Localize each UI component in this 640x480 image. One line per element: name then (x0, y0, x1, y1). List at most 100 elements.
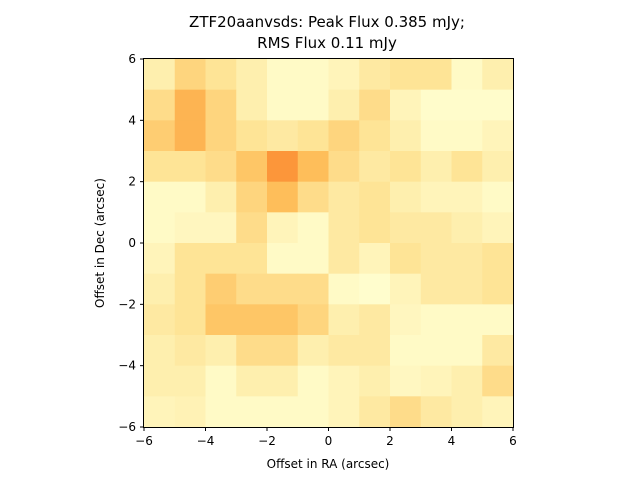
heatmap-cell (174, 59, 206, 91)
heatmap-cell (205, 181, 237, 213)
heatmap-cell (451, 212, 483, 244)
heatmap-cell (144, 243, 176, 275)
heatmap-cell (205, 151, 237, 183)
x-tick-label: −6 (135, 434, 153, 448)
heatmap-cell (297, 396, 329, 428)
heatmap-cell (144, 304, 176, 336)
heatmap-cell (205, 243, 237, 275)
heatmap-cell (174, 304, 206, 336)
y-tick-label: −6 (118, 420, 136, 434)
heatmap-cell (267, 365, 299, 397)
heatmap-cell (482, 304, 514, 336)
heatmap-cell (174, 273, 206, 305)
heatmap-cell (420, 59, 452, 91)
heatmap-cell (297, 243, 329, 275)
heatmap-cell (420, 212, 452, 244)
heatmap-cell (174, 365, 206, 397)
heatmap-cell (236, 151, 268, 183)
heatmap-cell (174, 243, 206, 275)
heatmap-cell (328, 243, 360, 275)
heatmap-cell (390, 120, 422, 152)
heatmap-cell (482, 120, 514, 152)
heatmap-cell (174, 151, 206, 183)
y-tick-label: −2 (118, 297, 136, 311)
heatmap-cell (451, 151, 483, 183)
chart-title-line1: ZTF20aanvsds: Peak Flux 0.385 mJy; (189, 13, 465, 31)
heatmap-cell (144, 273, 176, 305)
heatmap-cell (174, 396, 206, 428)
heatmap-cell (236, 89, 268, 121)
heatmap-cell (390, 335, 422, 367)
heatmap-cell (390, 365, 422, 397)
heatmap-cell (144, 335, 176, 367)
heatmap-cell (267, 120, 299, 152)
heatmap-cell (236, 273, 268, 305)
heatmap-cell (359, 89, 391, 121)
heatmap-cell (236, 365, 268, 397)
heatmap-cell (482, 212, 514, 244)
heatmap-cell (390, 212, 422, 244)
heatmap-cell (205, 89, 237, 121)
heatmap-cell (359, 243, 391, 275)
heatmap-cell (359, 151, 391, 183)
heatmap-cell (297, 335, 329, 367)
heatmap-cell (267, 304, 299, 336)
heatmap-cell (236, 120, 268, 152)
heatmap-cell (390, 273, 422, 305)
heatmap-cell (144, 59, 176, 91)
heatmap-cell (267, 335, 299, 367)
y-tick-label: 0 (128, 236, 136, 250)
x-tick-label: 2 (386, 434, 394, 448)
heatmap-cell (236, 396, 268, 428)
heatmap-cell (390, 243, 422, 275)
heatmap-cell (482, 335, 514, 367)
heatmap-cell (205, 120, 237, 152)
heatmap-cell (328, 89, 360, 121)
x-axis-ticks: −6 −4 −2 0 2 4 6 (135, 427, 517, 448)
heatmap-cell (144, 89, 176, 121)
heatmap-cell (174, 120, 206, 152)
heatmap-cell (174, 212, 206, 244)
heatmap-cell (359, 304, 391, 336)
heatmap-cell (420, 304, 452, 336)
heatmap-cell (205, 212, 237, 244)
heatmap-cell (205, 335, 237, 367)
heatmap-cell (174, 181, 206, 213)
heatmap-cell (174, 335, 206, 367)
heatmap-cell (267, 181, 299, 213)
y-axis-label: Offset in Dec (arcsec) (93, 178, 107, 308)
heatmap-cell (328, 365, 360, 397)
heatmap-cell (267, 89, 299, 121)
heatmap-cell (390, 396, 422, 428)
heatmap-cell (451, 89, 483, 121)
heatmap-cell (205, 59, 237, 91)
heatmap-cell (297, 181, 329, 213)
heatmap-cell (359, 212, 391, 244)
heatmap-cell (328, 273, 360, 305)
heatmap-cell (267, 273, 299, 305)
x-tick-label: −4 (197, 434, 215, 448)
heatmap-cell (267, 151, 299, 183)
heatmap-cell (328, 151, 360, 183)
heatmap-cell (420, 151, 452, 183)
heatmap-cell (420, 365, 452, 397)
heatmap-cell (205, 304, 237, 336)
heatmap-cell (297, 89, 329, 121)
heatmap-cell (328, 59, 360, 91)
heatmap-cell (328, 120, 360, 152)
heatmap-cell (451, 304, 483, 336)
heatmap-cell (205, 273, 237, 305)
heatmap-cell (420, 335, 452, 367)
heatmap-cell (328, 181, 360, 213)
heatmap-cell (236, 335, 268, 367)
heatmap-cell (144, 151, 176, 183)
heatmap-cell (297, 273, 329, 305)
heatmap-cell (236, 212, 268, 244)
heatmap-cell (267, 59, 299, 91)
heatmap-cell (297, 59, 329, 91)
chart-title-line2: RMS Flux 0.11 mJy (257, 34, 397, 52)
heatmap-cell (359, 365, 391, 397)
heatmap-cell (482, 396, 514, 428)
y-tick-label: −4 (118, 359, 136, 373)
